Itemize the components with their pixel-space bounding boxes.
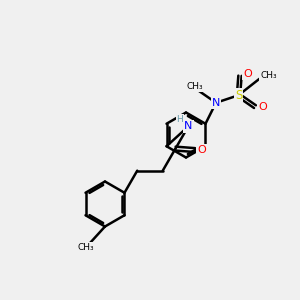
Text: CH₃: CH₃ xyxy=(187,82,203,91)
Text: CH₃: CH₃ xyxy=(77,243,94,252)
Text: O: O xyxy=(243,69,252,79)
Text: S: S xyxy=(235,89,242,102)
Text: H: H xyxy=(176,116,183,124)
Text: O: O xyxy=(258,102,267,112)
Text: CH₃: CH₃ xyxy=(260,71,277,80)
Text: N: N xyxy=(184,122,192,131)
Text: N: N xyxy=(212,98,220,108)
Text: O: O xyxy=(197,145,206,155)
